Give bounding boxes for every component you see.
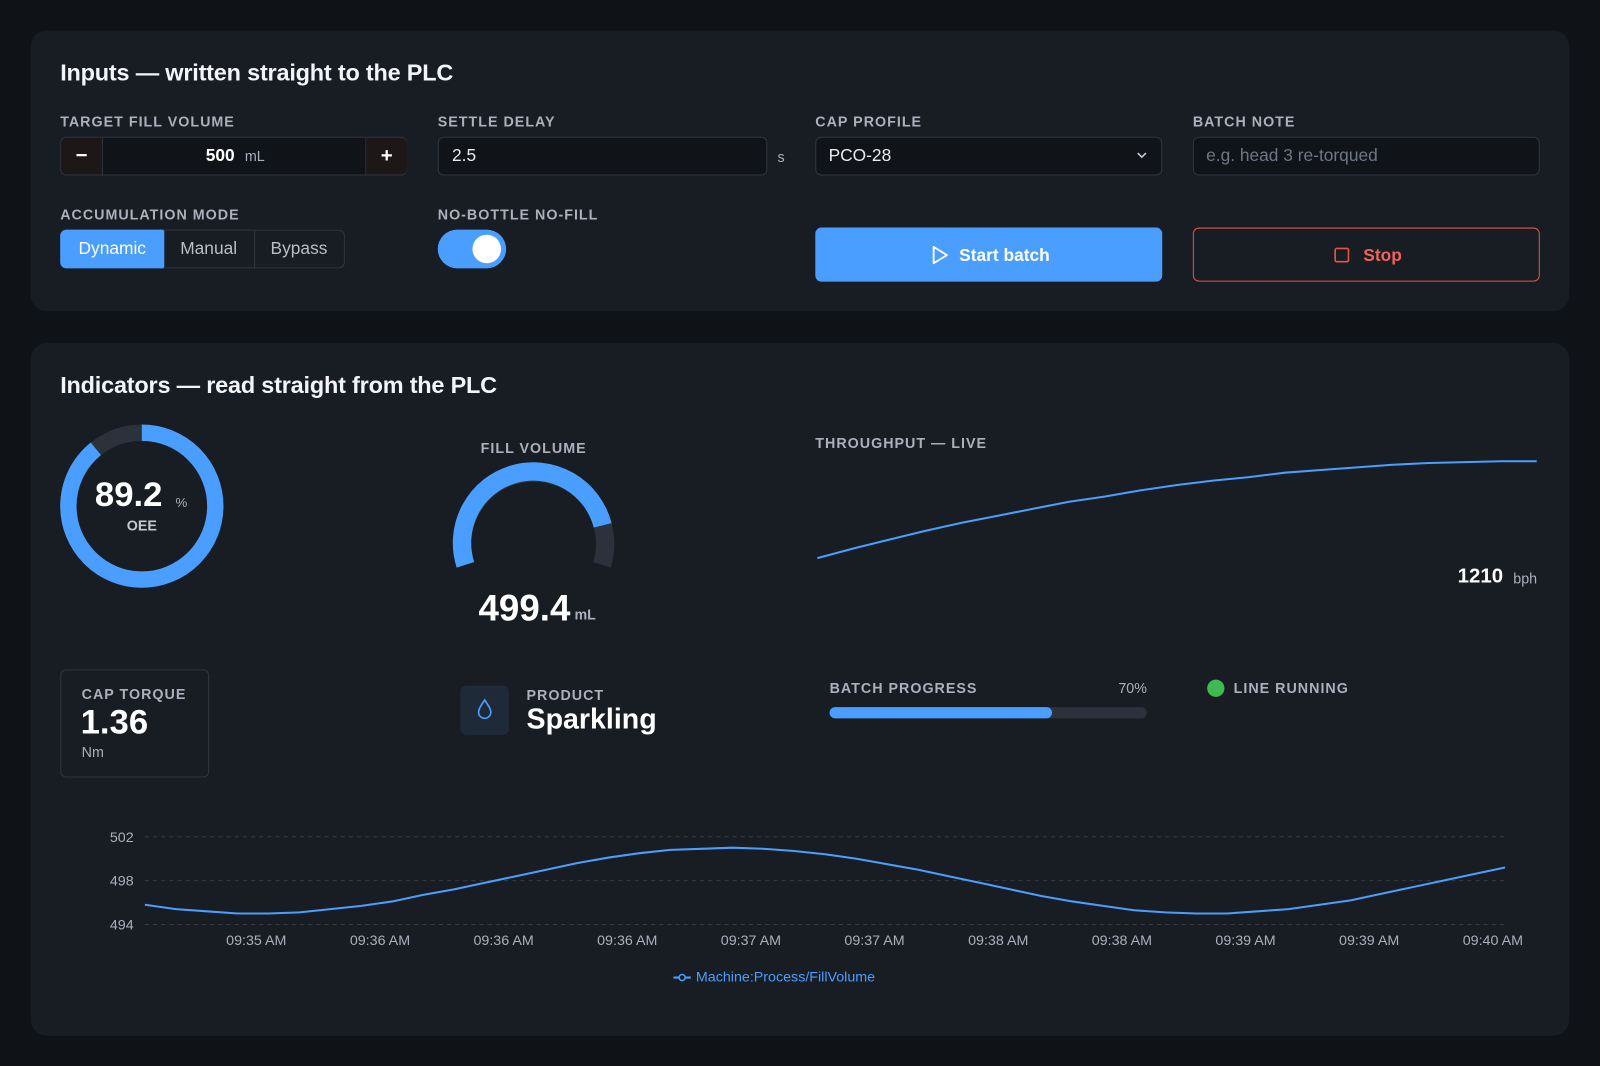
label: NO-BOTTLE NO-FILL: [437, 206, 599, 223]
oee-arc: [60, 424, 224, 588]
throughput-value: 1210: [1457, 565, 1504, 588]
play-icon: [932, 246, 948, 265]
settle-value: 2.5: [452, 145, 477, 166]
unit: bph: [1513, 570, 1538, 587]
label: SETTLE DELAY: [437, 113, 556, 130]
series-line: [144, 846, 1506, 915]
legend-label: Machine:Process/FillVolume: [696, 970, 875, 986]
drop-icon: [477, 698, 492, 720]
toggle[interactable]: [437, 229, 507, 269]
fill-input: [60, 136, 408, 176]
x-tick-label: 09:36 AM: [350, 933, 410, 949]
fill-gauge-arc: [452, 462, 612, 568]
x-tick-label: 09:38 AM: [968, 933, 1028, 949]
x-tick-label: 09:40 AM: [1463, 933, 1523, 949]
unit: Nm: [81, 743, 104, 761]
label: ACCUMULATION MODE: [60, 206, 240, 223]
note-input[interactable]: [1192, 136, 1540, 176]
label: CAP TORQUE: [81, 685, 187, 703]
x-tick-label: 09:38 AM: [1092, 933, 1152, 949]
settle-input[interactable]: [437, 136, 768, 176]
oee-value: 89.2: [94, 475, 163, 515]
fill-target-value: 500: [205, 145, 235, 166]
label: BATCH NOTE: [1192, 113, 1296, 130]
legend-icon-dot: [678, 973, 686, 982]
x-tick-label: 09:39 AM: [1215, 933, 1275, 949]
unit: mL: [574, 606, 596, 623]
y-tick-label: 502: [110, 830, 134, 846]
placeholder: e.g. head 3 re-torqued: [1206, 145, 1378, 166]
stop-icon: [1334, 247, 1350, 263]
label: TARGET FILL VOLUME: [60, 113, 235, 130]
label: THROUGHPUT — LIVE: [815, 434, 988, 452]
unit: %: [175, 494, 188, 511]
toggle-knob: [472, 234, 502, 264]
stop-label: Stop: [1363, 245, 1402, 266]
fill-volume-value: 499.4: [478, 586, 571, 629]
product-value: Sparkling: [526, 703, 657, 735]
label: PRODUCT: [526, 686, 605, 704]
x-tick-label: 09:35 AM: [226, 933, 286, 949]
x-tick-label: 09:36 AM: [597, 933, 657, 949]
x-tick-label: 09:37 AM: [721, 933, 781, 949]
label: BATCH PROGRESS: [829, 679, 978, 696]
segment[interactable]: Bypass: [254, 229, 345, 269]
label: FILL VOLUME: [480, 439, 587, 457]
cap-select[interactable]: [815, 136, 1163, 176]
indicators-title: Indicators — read straight from the PLC: [60, 371, 497, 398]
y-tick-label: 494: [110, 918, 134, 934]
cap-value: PCO-28: [828, 145, 892, 166]
progress-value: 70%: [1118, 679, 1147, 696]
x-tick-label: 09:36 AM: [473, 933, 533, 949]
increment-button[interactable]: +: [365, 137, 408, 175]
y-tick-label: 498: [110, 874, 134, 890]
start-label: Start batch: [959, 245, 1050, 266]
segment[interactable]: Dynamic: [60, 229, 165, 269]
stop-button[interactable]: [1192, 227, 1540, 282]
unit: s: [777, 148, 785, 166]
cap-torque-card: [60, 669, 210, 778]
decrement-button[interactable]: −: [61, 137, 104, 175]
x-tick-label: 09:37 AM: [844, 933, 904, 949]
indicators-panel: [30, 342, 1570, 1036]
chevron-icon: [1137, 152, 1147, 159]
product-icon-box: [460, 685, 510, 735]
status-label: LINE RUNNING: [1233, 679, 1349, 696]
start-button[interactable]: [815, 227, 1163, 282]
progress-fill: [829, 707, 1052, 719]
status-dot: [1207, 679, 1225, 697]
cap-torque-value: 1.36: [80, 703, 149, 742]
progress-track: [829, 707, 1147, 719]
unit: mL: [244, 147, 265, 165]
segment[interactable]: Manual: [163, 229, 256, 269]
x-tick-label: 09:39 AM: [1339, 933, 1399, 949]
throughput-line: [817, 460, 1537, 560]
inputs-title: Inputs — written straight to the PLC: [60, 59, 454, 86]
label: CAP PROFILE: [815, 113, 923, 130]
oee-label: OEE: [126, 517, 157, 534]
